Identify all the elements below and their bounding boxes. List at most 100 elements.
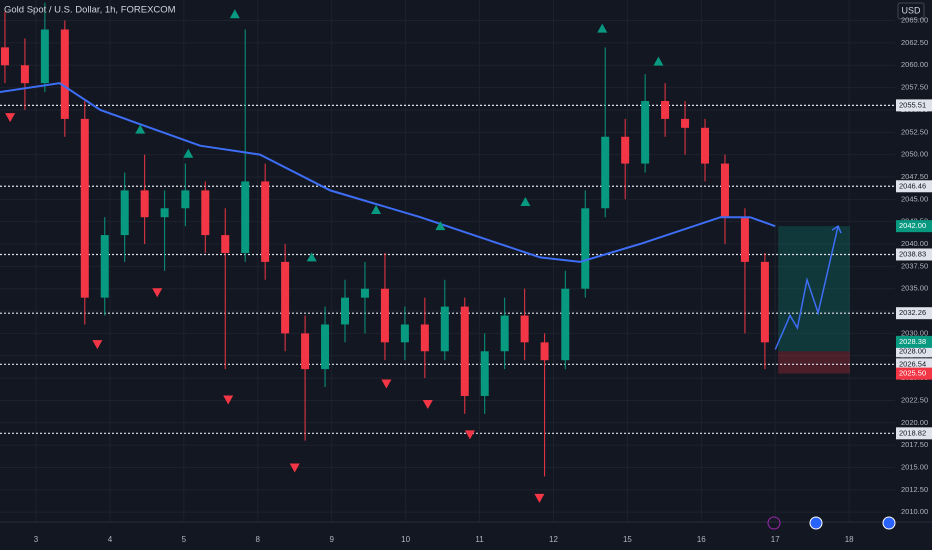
candle-body <box>0 47 9 66</box>
level-label-box <box>896 307 932 320</box>
candle-body <box>60 29 69 119</box>
buy-signal <box>135 124 146 134</box>
y-tick-label: 2037.50 <box>901 261 928 270</box>
buy-signal <box>183 148 194 158</box>
profit-zone <box>778 226 850 352</box>
candle-body <box>160 208 169 218</box>
x-tick-label: 9 <box>329 535 334 544</box>
candle-body <box>140 190 149 218</box>
y-tick-label: 2010.00 <box>901 507 928 516</box>
level-label-box <box>896 248 932 261</box>
candle-body <box>581 208 590 289</box>
x-tick-label: 3 <box>34 535 39 544</box>
y-tick-label: 2040.00 <box>901 239 928 248</box>
candle-body <box>661 101 670 119</box>
candle-body <box>641 101 650 164</box>
projection-arrowhead <box>831 225 842 234</box>
level-label: 2046.46 <box>899 181 926 190</box>
price-label-box <box>896 367 932 380</box>
candle-body <box>520 315 529 343</box>
candle-body <box>221 235 230 253</box>
buy-signal <box>520 197 531 207</box>
candle-body <box>681 118 690 128</box>
y-tick-label: 2015.00 <box>901 462 928 471</box>
buy-signal <box>435 221 446 231</box>
candle-body <box>181 190 190 209</box>
currency-button[interactable] <box>897 2 925 20</box>
x-tick-label: 15 <box>623 535 632 544</box>
candle-body <box>241 181 250 253</box>
y-tick-label: 2045.00 <box>901 194 928 203</box>
y-tick-label: 2047.50 <box>901 172 928 181</box>
event-icon[interactable] <box>809 516 823 530</box>
buy-signal <box>597 23 608 33</box>
candle-body <box>281 261 290 334</box>
x-tick-label: 5 <box>182 535 187 544</box>
projection-path <box>774 225 839 350</box>
x-tick-label: 17 <box>771 535 780 544</box>
last-price-box <box>896 335 932 348</box>
moving-average <box>0 82 776 263</box>
y-tick-label: 2060.00 <box>901 60 928 69</box>
level-label-box <box>896 180 932 193</box>
currency: USD <box>901 5 921 15</box>
price-label: 2042.00 <box>899 221 926 230</box>
x-tick-label: 4 <box>108 535 113 544</box>
candle-body <box>720 163 729 218</box>
candle-body <box>500 315 509 352</box>
candle-body <box>321 324 330 370</box>
chart-title: Gold Spot / U.S. Dollar, 1h, FOREXCOM <box>4 5 176 16</box>
level-label: 2018.82 <box>899 428 926 437</box>
candle-body <box>40 29 49 84</box>
candle-body <box>80 118 89 298</box>
candle-body <box>760 261 769 343</box>
sell-signal <box>534 493 545 503</box>
buy-signal <box>229 9 240 19</box>
y-tick-label: 2030.00 <box>901 328 928 337</box>
x-tick-label: 16 <box>697 535 706 544</box>
price-label: 2025.50 <box>899 369 926 378</box>
level-label: 2055.51 <box>899 100 926 109</box>
sell-signal <box>5 113 16 123</box>
level-label-box <box>896 99 932 112</box>
x-tick-label: 8 <box>256 535 261 544</box>
y-tick-label: 2022.50 <box>901 395 928 404</box>
price-label: 2028.00 <box>899 346 926 355</box>
price-label-box <box>896 345 932 358</box>
candle-body <box>440 306 449 352</box>
candle-body <box>20 65 29 84</box>
event-icon[interactable] <box>767 516 781 530</box>
sell-signal <box>92 340 103 350</box>
last-price-label: 2028.38 <box>899 337 926 346</box>
candle-body <box>360 288 369 298</box>
candle-body <box>100 235 109 298</box>
candle-body <box>701 127 710 164</box>
level-label: 2032.26 <box>899 308 926 317</box>
y-tick-label: 2062.50 <box>901 38 928 47</box>
y-tick-label: 2052.50 <box>901 127 928 136</box>
sell-signal <box>464 430 475 440</box>
candle-body <box>400 324 409 343</box>
y-tick-label: 2017.50 <box>901 440 928 449</box>
event-icon[interactable] <box>882 516 896 530</box>
buy-signal <box>306 252 317 262</box>
level-label-box <box>896 427 932 440</box>
sell-signal <box>381 379 392 389</box>
y-tick-label: 2012.50 <box>901 485 928 494</box>
x-tick-label: 12 <box>549 535 558 544</box>
x-tick-label: 18 <box>845 535 854 544</box>
sell-signal <box>152 288 163 298</box>
y-tick-label: 2050.00 <box>901 150 928 159</box>
candle-body <box>601 136 610 209</box>
candle-body <box>380 288 389 343</box>
level-label: 2038.83 <box>899 249 926 258</box>
candle-body <box>561 288 570 361</box>
x-tick-label: 11 <box>475 535 484 544</box>
buy-signal <box>371 205 382 215</box>
sell-signal <box>422 400 433 410</box>
price-label-box <box>896 220 932 233</box>
y-tick-label: 2020.00 <box>901 418 928 427</box>
